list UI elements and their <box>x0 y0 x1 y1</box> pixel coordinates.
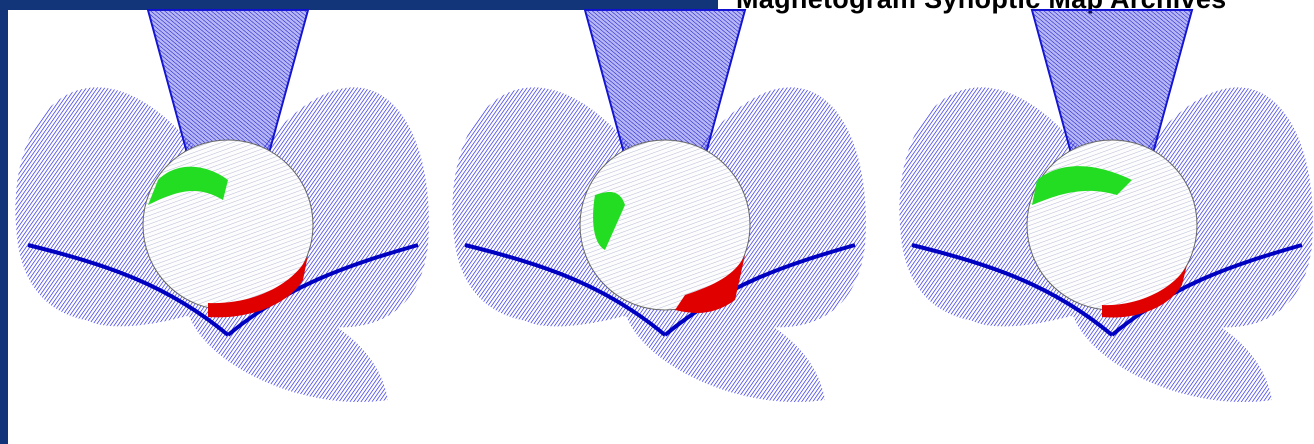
field-image-3 <box>899 10 1312 402</box>
page: Magnetogram Synoptic Map Archives <box>0 0 1314 444</box>
field-image-2 <box>452 10 865 402</box>
field-image-1 <box>15 10 428 402</box>
field-line-images <box>0 0 1314 444</box>
